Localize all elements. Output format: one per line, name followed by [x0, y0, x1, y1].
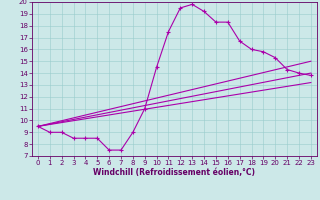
X-axis label: Windchill (Refroidissement éolien,°C): Windchill (Refroidissement éolien,°C) — [93, 168, 255, 177]
